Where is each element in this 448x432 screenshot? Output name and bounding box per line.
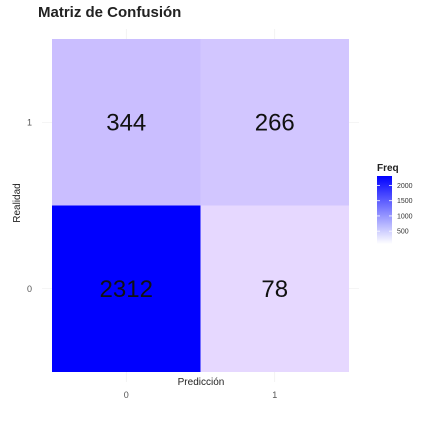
x-tick-label: 1 bbox=[272, 390, 277, 400]
legend: Freq 2000 1500 1000 500 bbox=[377, 163, 413, 244]
cell-value-label: 266 bbox=[255, 109, 295, 136]
x-axis-label: Predicción bbox=[178, 377, 225, 388]
legend-tick-label: 2000 bbox=[397, 183, 413, 190]
y-tick-label: 0 bbox=[27, 284, 32, 294]
cell-value-label: 2312 bbox=[100, 276, 153, 303]
cell-value-label: 78 bbox=[261, 276, 288, 303]
cell-value-label: 344 bbox=[106, 109, 146, 136]
y-tick-labels: 01 bbox=[27, 117, 32, 294]
legend-tick-label: 1000 bbox=[397, 213, 413, 220]
legend-tick-label: 1500 bbox=[397, 198, 413, 205]
legend-tick-label: 500 bbox=[397, 229, 409, 236]
x-tick-label: 0 bbox=[124, 390, 129, 400]
chart-title: Matriz de Confusión bbox=[38, 4, 181, 21]
legend-title: Freq bbox=[377, 163, 399, 174]
heatmap-cells bbox=[52, 39, 349, 372]
y-axis-label: Realidad bbox=[12, 183, 23, 222]
legend-color-bar bbox=[377, 176, 392, 244]
y-tick-label: 1 bbox=[27, 117, 32, 127]
